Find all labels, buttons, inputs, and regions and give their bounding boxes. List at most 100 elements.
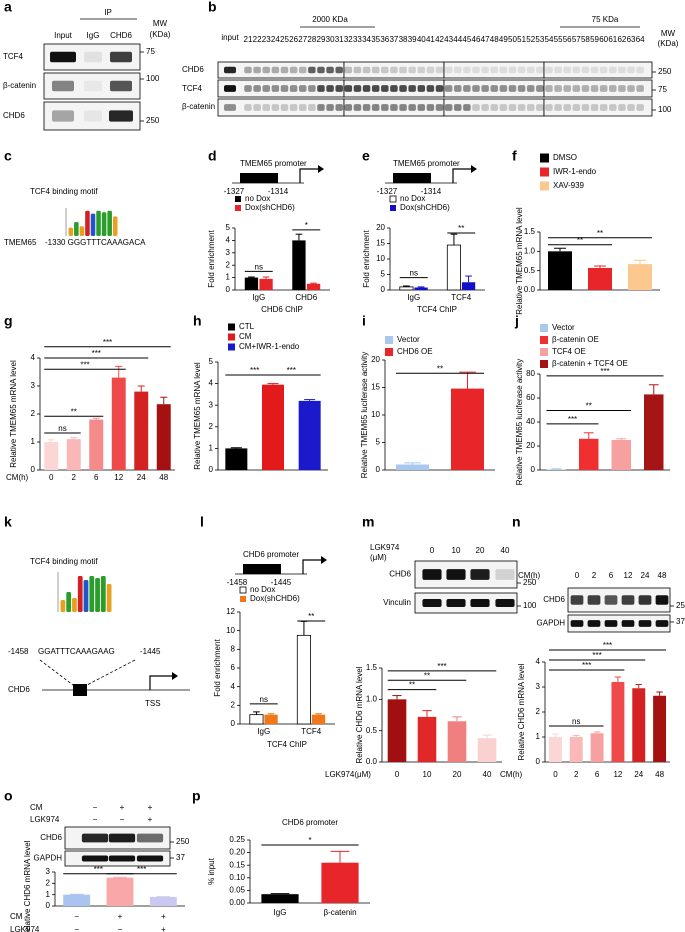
panel-letter: i <box>362 313 366 329</box>
blot-band <box>454 104 462 111</box>
significance-label: ** <box>308 612 314 621</box>
legend-label: CM <box>239 332 252 341</box>
y-tick-label: 0.0 <box>524 285 536 294</box>
bar <box>477 738 497 762</box>
bar <box>149 896 177 906</box>
blot-band <box>590 104 599 111</box>
y-tick-label: 0 <box>31 465 36 474</box>
panel-letter: g <box>4 313 13 329</box>
panel-letter: c <box>4 148 12 164</box>
blot-band <box>554 104 562 111</box>
blot-band <box>472 104 480 111</box>
bar <box>611 440 631 470</box>
significance-label: *** <box>92 349 101 358</box>
blot-band <box>572 66 581 74</box>
blot-band <box>317 66 325 74</box>
x-tick-label: CHD6 <box>295 293 317 302</box>
y-tick-label: 0 <box>46 901 51 910</box>
blot-band <box>136 833 164 843</box>
blot-band <box>426 85 435 92</box>
site-label: -1314 <box>421 187 442 196</box>
blot-band <box>108 855 136 862</box>
blot-band <box>604 595 618 605</box>
y-tick-label: 0.10 <box>229 873 245 882</box>
promoter-box <box>240 173 278 183</box>
y-tick-label: 1.5 <box>524 227 536 236</box>
y-tick-label: 4 <box>536 657 541 666</box>
blot-band <box>572 104 581 111</box>
bar <box>447 721 467 762</box>
blot-band <box>587 595 601 605</box>
blot-band <box>81 833 109 843</box>
blot-band <box>490 66 498 74</box>
promoter-arrow <box>299 168 318 183</box>
blot-band <box>271 85 280 92</box>
legend-swatch <box>540 153 549 163</box>
blot-band <box>563 66 571 74</box>
significance-label: *** <box>287 366 296 375</box>
significance-label: *** <box>80 360 89 369</box>
row-label: TCF4 <box>3 52 24 61</box>
legend-swatch <box>540 360 548 368</box>
blot-band <box>446 569 466 580</box>
motif-letter <box>95 578 100 612</box>
bar <box>321 862 359 903</box>
y-tick-label: 0.05 <box>229 886 245 895</box>
bar <box>387 699 407 762</box>
legend-swatch <box>228 333 235 341</box>
blot-band <box>599 85 608 92</box>
legend-label: IWR-1-endo <box>553 167 597 176</box>
lane-label: 43 <box>444 35 453 44</box>
lane-label: 40 <box>501 546 510 555</box>
blot-band <box>84 80 102 92</box>
blot-band <box>517 104 526 111</box>
y-tick-label: 80 <box>526 369 535 378</box>
significance-label: *** <box>94 865 103 874</box>
y-tick-label: 3 <box>46 867 51 876</box>
bar <box>579 438 599 470</box>
lane-label: Input <box>54 31 73 40</box>
site-label: -1458 <box>8 647 29 656</box>
significance-label: ** <box>597 229 603 238</box>
x-tick-label: 20 <box>453 770 462 779</box>
marker-label: 250 <box>146 116 160 125</box>
y-axis-label: Relative CHD6 mRNA level <box>355 666 364 763</box>
bar <box>296 634 311 725</box>
blot-band <box>655 595 669 605</box>
blot-band <box>81 855 109 862</box>
input-label: input <box>221 33 239 42</box>
x-axis-label: LGK974(μM) <box>325 770 371 779</box>
bar <box>396 464 429 470</box>
blot-band <box>271 104 280 111</box>
significance-label: *** <box>582 661 591 670</box>
significance-label: ns <box>410 269 418 278</box>
panel-letter: m <box>362 514 374 530</box>
blot-band <box>490 85 498 92</box>
panel-letter: f <box>512 148 517 164</box>
legend-swatch <box>540 336 548 344</box>
marker-label: 100 <box>658 105 672 114</box>
y-tick-label: 10 <box>226 626 235 635</box>
x-axis-label: TCF4 ChIP <box>417 305 457 314</box>
gene-label: TMEM65 <box>4 238 37 247</box>
blot-band <box>110 51 132 63</box>
legend-swatch <box>228 343 235 351</box>
motif-letter <box>100 576 106 612</box>
x-tick-label: 0 <box>49 473 54 482</box>
bar <box>461 282 476 290</box>
bar <box>311 714 326 724</box>
treatment-label: LGK974 <box>370 543 400 552</box>
bar <box>548 251 572 290</box>
bar <box>653 695 667 762</box>
motif-letter <box>90 213 96 236</box>
y-tick-label: 0.15 <box>229 860 245 869</box>
blot-band <box>244 66 252 74</box>
y-tick-label: 0.20 <box>229 848 245 857</box>
blot-band <box>244 85 252 92</box>
promoter-box <box>393 173 431 183</box>
blot-band <box>335 104 343 111</box>
blot-band <box>554 85 562 92</box>
lane-label: 39 <box>408 35 417 44</box>
significance-label: ns <box>255 263 263 272</box>
x-row-sign: + <box>118 912 123 921</box>
